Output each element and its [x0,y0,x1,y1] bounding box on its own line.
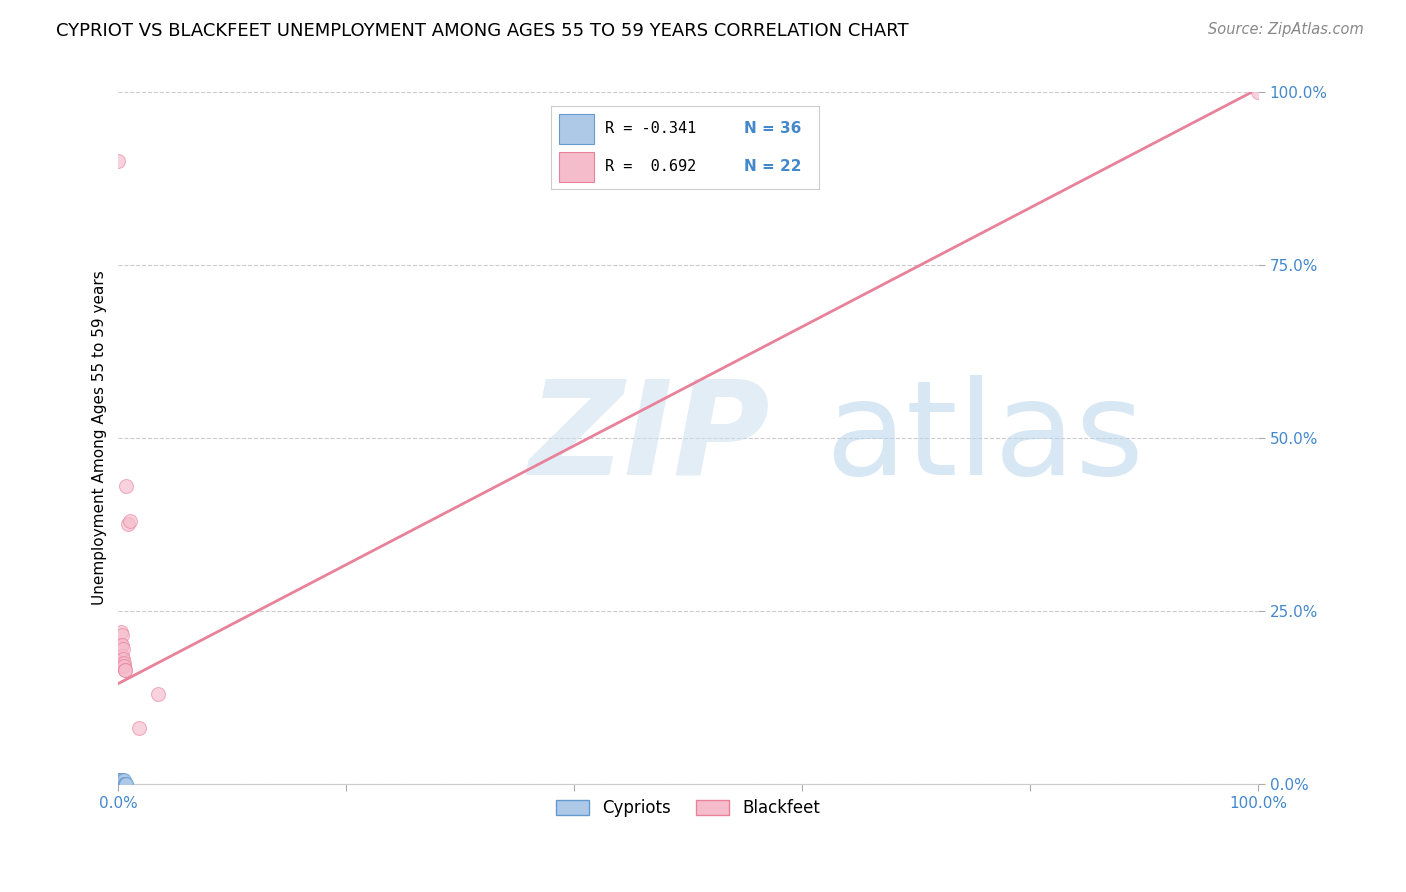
Point [114,777,136,791]
Point [118,514,141,528]
Point [107,777,129,791]
Point [111,656,134,670]
Point [110,777,132,791]
Point [107,777,129,791]
Point [107,777,129,791]
Point [110,624,132,639]
Point [148,687,170,701]
Point [111,659,134,673]
Point [110,773,132,788]
Point [107,777,129,791]
Point [114,663,136,677]
Point [112,656,135,670]
Point [115,777,138,791]
Point [111,777,134,791]
Point [111,648,134,663]
Point [117,517,139,532]
Point [112,777,135,791]
Point [107,777,129,791]
Point [111,777,134,791]
Point [107,154,129,169]
Point [107,777,129,791]
Point [110,777,132,791]
Point [110,639,132,653]
Point [111,652,134,666]
Point [111,639,134,653]
Point [111,628,134,642]
Point [111,777,134,791]
Point [111,777,134,791]
Point [110,777,132,791]
Point [107,777,129,791]
Point [110,773,132,788]
Point [107,777,129,791]
Point [114,777,136,791]
Point [107,777,129,791]
Point [107,777,129,791]
Point [107,773,129,788]
Point [111,777,134,791]
Point [112,659,135,673]
Point [128,722,150,736]
Point [111,659,134,673]
Point [114,663,136,677]
Point [107,777,129,791]
Point [111,773,134,788]
Point [112,777,135,791]
Point [111,641,134,656]
Text: Source: ZipAtlas.com: Source: ZipAtlas.com [1208,22,1364,37]
Text: CYPRIOT VS BLACKFEET UNEMPLOYMENT AMONG AGES 55 TO 59 YEARS CORRELATION CHART: CYPRIOT VS BLACKFEET UNEMPLOYMENT AMONG … [56,22,908,40]
Point [107,777,129,791]
Point [107,777,129,791]
Point [1247,86,1270,100]
Point [111,656,134,670]
Point [112,773,135,788]
Text: atlas: atlas [825,375,1144,501]
Point [107,773,129,788]
Point [115,777,138,791]
Text: ZIP: ZIP [529,375,770,501]
Point [107,777,129,791]
Point [107,777,129,791]
Y-axis label: Unemployment Among Ages 55 to 59 years: Unemployment Among Ages 55 to 59 years [93,270,107,606]
Point [115,479,138,493]
Legend: Cypriots, Blackfeet: Cypriots, Blackfeet [548,792,827,824]
Point [107,777,129,791]
